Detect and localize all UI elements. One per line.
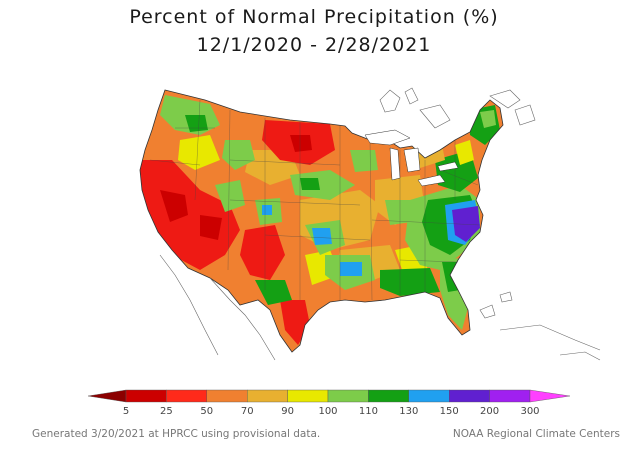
legend-tick-label: 130	[399, 406, 418, 417]
legend-tick-label: 100	[318, 406, 337, 417]
legend-swatch	[287, 389, 329, 403]
legend-swatch	[368, 389, 409, 403]
legend-swatch	[125, 389, 167, 403]
legend-tick-label: 70	[241, 406, 254, 417]
map-title: Percent of Normal Precipitation (%)	[129, 6, 499, 28]
legend-tick-label: 300	[520, 406, 539, 417]
legend-swatch	[489, 389, 531, 403]
map-date-range: 12/1/2020 - 2/28/2021	[196, 34, 432, 56]
legend-swatch	[408, 389, 450, 403]
precipitation-map	[139, 87, 601, 361]
generation-note: Generated 3/20/2021 at HPRCC using provi…	[32, 428, 321, 440]
legend-swatch	[327, 389, 369, 403]
legend-swatch	[166, 389, 207, 403]
legend-tick-label: 5	[123, 406, 129, 417]
legend-swatch	[246, 389, 288, 403]
legend-swatch	[206, 389, 248, 403]
legend-tick-label: 90	[281, 406, 294, 417]
color-legend: 5 25 50 70 90 100 110 130 150 200 300	[87, 389, 571, 417]
legend-arrow-low	[87, 389, 127, 403]
legend-tick-label: 150	[440, 406, 459, 417]
legend-tick-label: 110	[359, 406, 378, 417]
legend-swatch	[449, 389, 490, 403]
legend-tick-label: 25	[160, 406, 173, 417]
legend-arrow-high	[529, 389, 571, 403]
legend-tick-label: 200	[480, 406, 499, 417]
source-credit: NOAA Regional Climate Centers	[452, 428, 620, 440]
legend-tick-label: 50	[200, 406, 213, 417]
